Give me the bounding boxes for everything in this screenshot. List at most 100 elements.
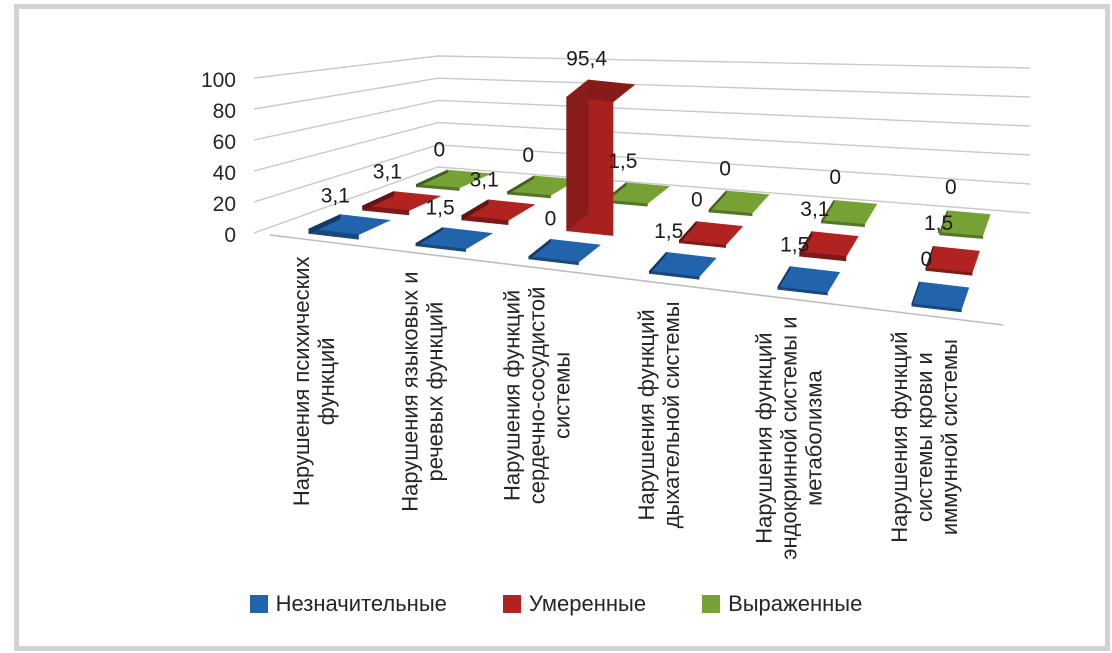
bar-left-face — [708, 190, 727, 213]
bar-s2-c5 — [939, 210, 991, 239]
bar-left-face — [507, 175, 535, 195]
bar-s2-c1 — [506, 175, 578, 199]
bar-left-face — [362, 191, 395, 211]
bar-left-face — [799, 230, 813, 258]
category-label-line: Нарушения функций — [887, 331, 912, 542]
bar-value-label: 1,5 — [654, 220, 683, 243]
category-label-line: Нарушения языковых и — [398, 271, 423, 511]
y-tick-label: 100 — [201, 69, 236, 92]
bar-left-face — [777, 265, 791, 291]
category-label-line: иммунной системы — [937, 339, 962, 535]
bar-value-label: 1,5 — [425, 197, 454, 220]
grid-line — [253, 77, 1031, 110]
category-label-line: дыхательной системы — [659, 301, 684, 528]
bar-value-label: 0 — [719, 157, 731, 180]
bar-s1-c2 — [565, 79, 636, 236]
bar-value-label: 1,5 — [924, 212, 953, 235]
bar-s0-c2 — [528, 238, 601, 266]
category-label-line: речевых функций — [423, 302, 448, 482]
legend-marker — [249, 595, 268, 613]
category-label-0: Нарушения психических функций — [289, 257, 339, 507]
bar-s2-c3 — [708, 190, 770, 217]
legend-item-0: Незначительные — [249, 591, 447, 616]
legend-item-1: Умеренные — [502, 591, 647, 616]
bar-s0-c5 — [911, 281, 970, 313]
bar-value-label: 95,4 — [566, 48, 607, 71]
bar-s0-c4 — [777, 265, 841, 296]
bar-s1-c1 — [460, 199, 536, 226]
bar-value-label: 3,1 — [321, 184, 350, 207]
y-tick-label: 20 — [213, 193, 236, 216]
y-tick-label: 0 — [224, 224, 236, 247]
bar-s2-c2 — [603, 182, 670, 207]
grid-line — [253, 99, 1031, 141]
bar-value-label: 3,1 — [470, 168, 499, 191]
bar-s1-c0 — [361, 191, 442, 216]
bar-value-label: 0 — [545, 208, 557, 231]
floor-front-edge — [269, 234, 1004, 326]
category-label-line: Нарушения функций — [634, 309, 659, 520]
legend-marker — [702, 595, 721, 613]
bar-left-face — [821, 199, 835, 225]
bar-left-face — [308, 214, 341, 234]
category-label-line: Нарушения функций — [499, 290, 524, 501]
category-label-1: Нарушения языковых и речевых функций — [398, 271, 448, 511]
bar-value-label: 3,1 — [373, 161, 402, 184]
bar-s1-c5 — [925, 245, 980, 276]
legend-marker — [502, 595, 521, 613]
bar-value-label: 3,1 — [800, 198, 829, 221]
category-label-line: функций — [314, 337, 339, 425]
legend-label: Умеренные — [528, 591, 647, 616]
bar-left-face — [925, 246, 934, 271]
bar-top-face — [821, 199, 878, 225]
bar-value-label: 0 — [829, 166, 841, 189]
bar-s2-c0 — [415, 169, 492, 191]
bar-left-face — [911, 281, 920, 307]
category-label-line: системы крови и — [912, 352, 937, 522]
bar-left-face — [415, 226, 443, 247]
bar-value-label: 0 — [522, 144, 534, 167]
category-label-3: Нарушения функций дыхательной системы — [634, 301, 684, 528]
category-label-line: метаболизма — [802, 370, 827, 506]
bar-left-face — [528, 238, 551, 260]
bar-value-label: 0 — [691, 189, 703, 212]
grid-line — [253, 166, 1031, 234]
y-axis: 0 20 40 60 80 100 — [201, 69, 236, 247]
bar-left-face — [415, 169, 448, 188]
bar-left-face — [566, 79, 589, 232]
bar-left-face — [649, 251, 667, 275]
category-label-line: эндокринной системы и — [777, 316, 802, 559]
legend-label: Незначительные — [275, 591, 447, 616]
legend-item-2: Выраженные — [702, 593, 862, 615]
bars-3d — [307, 79, 991, 313]
bar-value-label: 0 — [945, 176, 957, 199]
y-tick-label: 40 — [213, 162, 236, 185]
bar-left-face — [678, 220, 697, 244]
bar-s2-c4 — [821, 199, 878, 228]
bar-value-label: 0 — [434, 139, 446, 162]
bar-s0-c0 — [307, 214, 391, 240]
value-labels: 0 0 1,5 0 0 03,1 3,195,40 3,11,53,11,5 01,51,50 — [321, 48, 957, 271]
bar-value-label: 1,5 — [780, 233, 809, 256]
grid-line — [253, 121, 1031, 172]
bar-s0-c1 — [415, 226, 494, 252]
bar-value-label: 0 — [920, 248, 932, 271]
bar-s1-c3 — [678, 220, 744, 248]
category-label-line: системы — [549, 352, 574, 439]
category-label-2: Нарушения функций сердечно-сосудистой сист… — [499, 287, 574, 505]
grid-line — [253, 144, 1031, 203]
category-label-4: Нарушения функций эндокринной системы и ме… — [752, 316, 827, 559]
bar-left-face — [939, 210, 948, 235]
category-label-line: сердечно-сосудистой — [524, 287, 549, 505]
grid-line — [253, 55, 1031, 79]
category-label-5: Нарушения функций системы крови и иммунной… — [887, 331, 962, 542]
gridlines — [253, 55, 1031, 326]
category-label-line: Нарушения функций — [752, 332, 777, 543]
bar-s1-c4 — [799, 230, 859, 262]
category-axis: Нарушения психических функций Нарушения яз… — [289, 257, 962, 560]
chart-legend: Незначительные Умеренные Выраженные — [0, 589, 1112, 619]
y-tick-label: 60 — [213, 131, 236, 154]
bar-value-label: 1,5 — [608, 150, 637, 173]
